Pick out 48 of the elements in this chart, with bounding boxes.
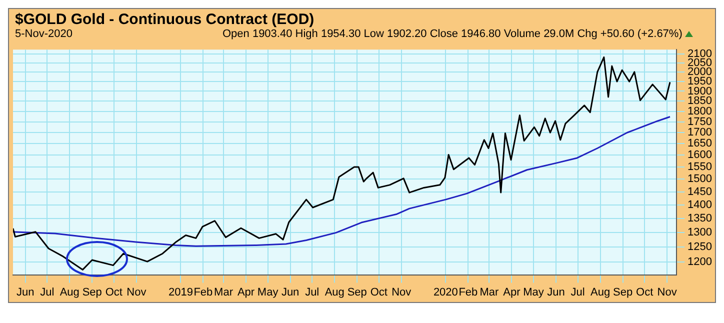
x-tick-label: Sep bbox=[82, 286, 102, 298]
y-tick-label: 1350 bbox=[688, 212, 712, 224]
x-tick-label: Jul bbox=[40, 286, 54, 298]
x-tick-label: Feb bbox=[194, 286, 213, 298]
chart-subtitle: 5-Nov-2020 bbox=[15, 28, 72, 40]
x-tick-label: Aug bbox=[590, 286, 610, 298]
y-tick-label: 1500 bbox=[688, 173, 712, 186]
x-tick-label: Jul bbox=[305, 286, 320, 298]
x-tick-label: Aug bbox=[324, 286, 344, 298]
x-tick-label: Jul bbox=[570, 286, 585, 298]
y-tick-label: 1750 bbox=[688, 116, 712, 128]
x-tick-label: Apr bbox=[503, 286, 521, 298]
y-tick-label: 1700 bbox=[688, 126, 712, 139]
x-tick-label: Oct bbox=[370, 286, 388, 298]
x-tick-label: 2020 bbox=[433, 286, 458, 298]
x-tick-label: Mar bbox=[214, 286, 234, 298]
y-tick-label: 1650 bbox=[688, 138, 712, 150]
y-tick-label: 1250 bbox=[688, 241, 712, 254]
y-tick-label: 1300 bbox=[688, 226, 712, 238]
x-tick-label: Apr bbox=[237, 286, 255, 298]
x-tick-label: Jun bbox=[547, 286, 565, 298]
x-tick-label: Oct bbox=[105, 286, 122, 298]
y-tick-label: 1600 bbox=[688, 149, 712, 162]
x-tick-label: 2019 bbox=[168, 286, 193, 298]
y-tick-label: 1900 bbox=[688, 85, 712, 98]
x-tick-label: Aug bbox=[60, 286, 80, 298]
x-tick-label: Jun bbox=[281, 286, 300, 298]
x-tick-label: Nov bbox=[126, 286, 147, 298]
y-tick-label: 1400 bbox=[688, 198, 712, 211]
x-tick-label: Feb bbox=[458, 286, 478, 298]
y-tick-label: 1800 bbox=[688, 105, 712, 118]
y-tick-label: 1850 bbox=[688, 95, 712, 108]
x-tick-label: Oct bbox=[636, 286, 654, 298]
x-tick-label: May bbox=[257, 286, 279, 298]
y-tick-label: 1200 bbox=[688, 256, 712, 268]
text: Open 1903.40 High 1954.30 Low 1902.20 Close 1946.80 Volume 29.0M Chg +50.60 (+2.67%) bbox=[222, 28, 682, 40]
y-tick-label: 2050 bbox=[688, 57, 712, 69]
y-tick-label: 1550 bbox=[688, 161, 712, 174]
x-tick-label: Nov bbox=[392, 286, 412, 298]
x-tick-label: Nov bbox=[657, 286, 678, 298]
y-tick-label: 1450 bbox=[688, 186, 712, 198]
x-tick-label: Jun bbox=[16, 286, 34, 298]
chart-title: $GOLD Gold - Continuous Contract (EOD) bbox=[15, 11, 314, 28]
x-tick-label: Mar bbox=[480, 286, 500, 298]
x-tick-label: Sep bbox=[347, 286, 367, 298]
x-tick-label: Sep bbox=[613, 286, 633, 298]
y-tick-label: 1950 bbox=[688, 76, 712, 88]
x-tick-label: May bbox=[523, 286, 544, 298]
